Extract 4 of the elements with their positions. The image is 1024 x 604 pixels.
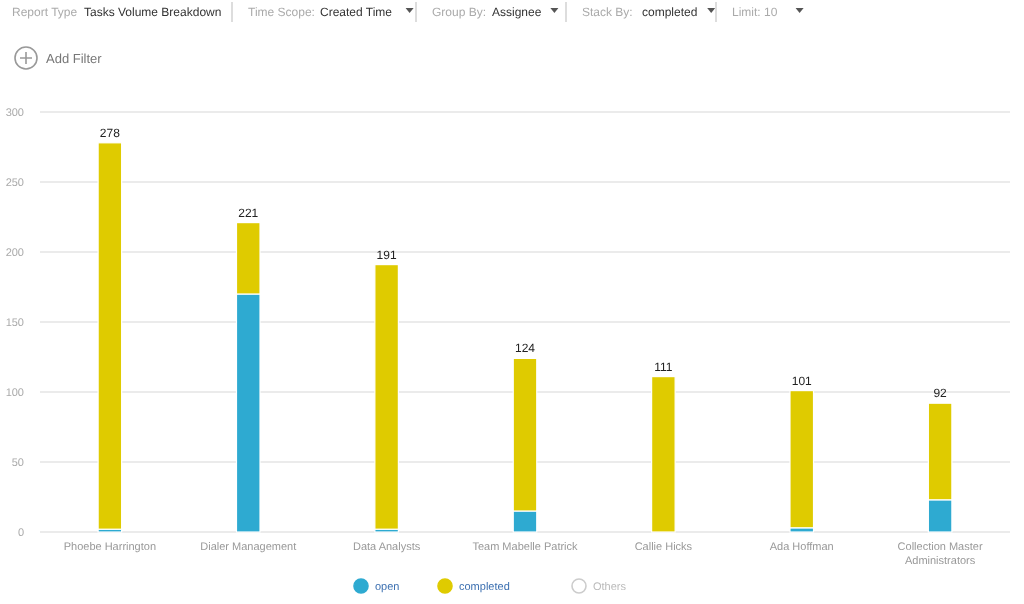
bar	[97, 142, 123, 530]
bar	[374, 264, 399, 530]
bar	[789, 390, 815, 529]
bar	[651, 376, 676, 533]
